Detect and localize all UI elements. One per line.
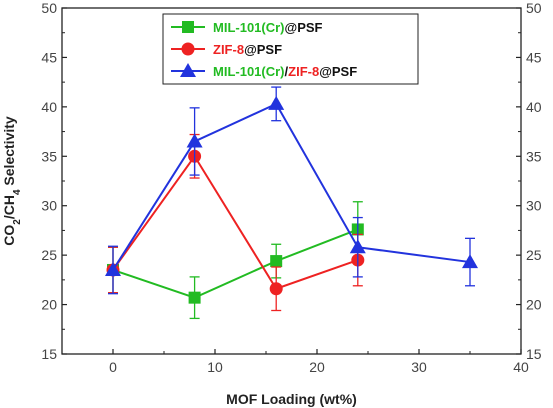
y-tick-label-right: 15 (526, 346, 542, 362)
legend-label-part: ZIF-8 (213, 42, 244, 57)
legend-label: MIL-101(Cr)@PSF (213, 20, 323, 35)
x-tick-label: 40 (513, 359, 529, 375)
y-axis-title-part: Selectivity (1, 116, 17, 189)
legend-item-3: MIL-101(Cr)/ZIF-8@PSF (171, 63, 357, 79)
legend-item-1: MIL-101(Cr)@PSF (171, 20, 323, 35)
legend-label-part: @PSF (285, 20, 323, 35)
y-tick-label-right: 20 (526, 297, 542, 313)
legend-label-part: @PSF (319, 64, 357, 79)
legend-marker (182, 21, 194, 33)
legend-label-part: / (285, 64, 289, 79)
y-tick-label-right: 30 (526, 198, 542, 214)
y-axis-title-part: 2 (12, 219, 23, 225)
x-tick-label: 30 (411, 359, 427, 375)
legend-label-part: MIL-101(Cr) (213, 20, 285, 35)
data-point (268, 95, 285, 110)
y-axis-title-part: /CH (1, 195, 17, 219)
x-tick-label: 20 (309, 359, 325, 375)
y-axis-title: CO2/CH4 Selectivity (1, 116, 23, 246)
series-2 (106, 133, 365, 312)
data-point (349, 239, 366, 254)
series-line (112, 228, 359, 299)
legend-label-part: @PSF (244, 42, 282, 57)
legend-box (162, 13, 419, 85)
legend-label-part: MIL-101(Cr) (213, 64, 285, 79)
y-tick-label-left: 40 (41, 99, 57, 115)
data-point (270, 255, 283, 268)
legend-label-part: ZIF-8 (288, 64, 319, 79)
x-tick-label: 10 (207, 359, 223, 375)
legend-label: ZIF-8@PSF (213, 42, 282, 57)
y-tick-label-left: 25 (41, 247, 57, 263)
legend-marker (180, 63, 196, 77)
data-point (188, 291, 201, 304)
y-tick-label-right: 50 (526, 0, 542, 16)
series-3 (105, 86, 478, 295)
x-axis-title: MOF Loading (wt%) (226, 391, 357, 407)
series-line (112, 154, 359, 290)
legend-item-2: ZIF-8@PSF (171, 42, 282, 57)
data-point (186, 133, 203, 148)
y-tick-label-left: 15 (41, 346, 57, 362)
y-axis-title-part: 4 (12, 189, 23, 195)
data-point (269, 282, 283, 296)
x-tick-label: 0 (109, 359, 117, 375)
data-point (105, 261, 121, 276)
y-tick-label-left: 30 (41, 198, 57, 214)
y-tick-label-left: 50 (41, 0, 57, 16)
y-axis-title-part: CO (1, 225, 17, 246)
y-tick-label-right: 40 (526, 99, 542, 115)
y-tick-label-left: 35 (41, 148, 57, 164)
legend-label: MIL-101(Cr)/ZIF-8@PSF (213, 64, 357, 79)
series-line (112, 102, 471, 271)
y-tick-label-left: 20 (41, 297, 57, 313)
legend-marker (181, 42, 195, 56)
data-point (462, 254, 478, 269)
y-tick-label-left: 45 (41, 49, 57, 65)
y-tick-label-right: 35 (526, 148, 542, 164)
y-tick-label-right: 45 (526, 49, 542, 65)
y-tick-label-right: 25 (526, 247, 542, 263)
